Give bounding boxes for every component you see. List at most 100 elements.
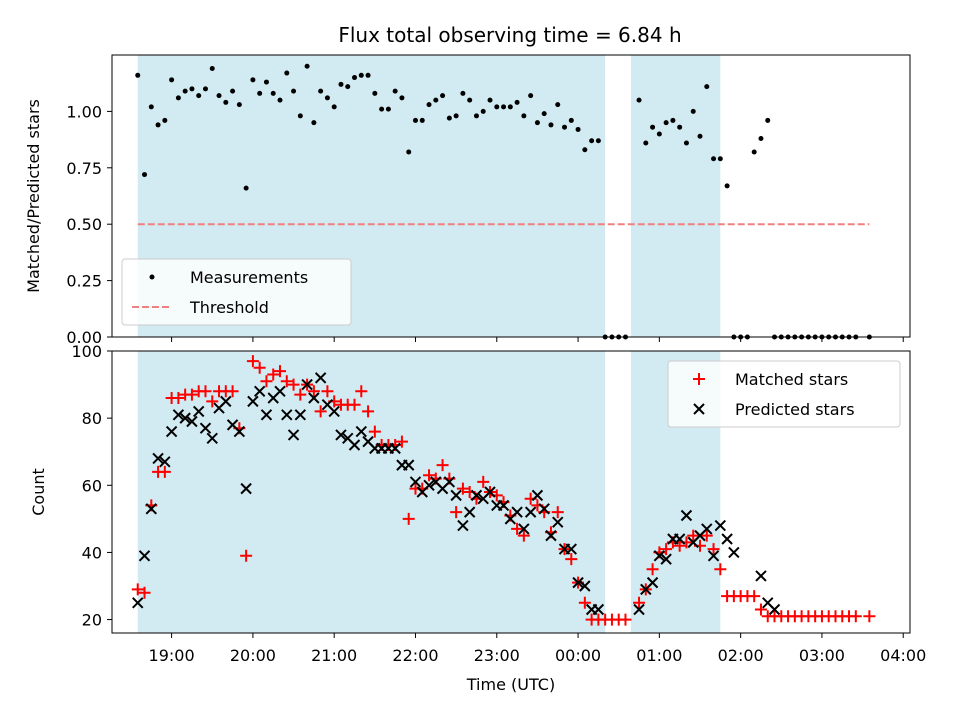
measurements-point: [643, 140, 649, 146]
bottom-legend: Matched stars Predicted stars: [667, 360, 901, 428]
predicted-stars-point: [518, 523, 530, 535]
measurements-point: [595, 138, 601, 144]
measurements-point: [223, 99, 229, 105]
bottom-legend-box: [667, 360, 901, 428]
measurements-point: [155, 122, 161, 128]
measurements-point: [683, 140, 689, 146]
matched-stars-point: [578, 596, 591, 609]
bottom-x-ticks: 19:00 20:00 21:00 22:00 23:00 00:00 01:00 02:00…: [149, 633, 926, 665]
top-axes-frame: [111, 54, 911, 338]
matched-stars-point: [660, 543, 673, 556]
matched-stars-point: [355, 385, 368, 398]
measurements-point: [175, 95, 181, 101]
x-tick-label: 21:00: [311, 646, 357, 665]
measurements-point: [433, 97, 439, 103]
predicted-stars-point: [253, 385, 266, 397]
predicted-stars-point: [755, 570, 767, 582]
measurements-point: [291, 88, 297, 94]
top-y-ticks: 0.00 0.25 0.50 0.75 1.00: [66, 102, 112, 347]
measurements-point: [562, 124, 568, 130]
top-x-ticks: [171, 337, 904, 342]
predicted-stars-point: [328, 405, 340, 418]
measurements-point: [677, 124, 683, 130]
measurements-point: [724, 183, 730, 189]
measurements-point: [575, 126, 581, 132]
predicted-stars-point: [193, 405, 205, 418]
measurements-point: [473, 113, 479, 119]
legend-predicted-marker: [693, 403, 705, 415]
predicted-stars-point: [443, 476, 456, 488]
predicted-stars-point: [673, 533, 686, 545]
predicted-stars-point: [335, 429, 347, 441]
predicted-stars-point: [260, 409, 273, 421]
x-tick-label: 20:00: [230, 646, 276, 665]
predicted-stars-point: [592, 603, 605, 616]
bottom-plot-marks: [131, 355, 876, 626]
matched-stars-point: [687, 529, 700, 542]
y-tick-label: 0.75: [66, 159, 102, 178]
matched-stars-point: [477, 475, 490, 488]
matched-stars-point: [321, 385, 334, 398]
matched-stars-point: [274, 365, 286, 378]
measurements-point: [243, 185, 249, 191]
measurements-point: [135, 72, 141, 78]
predicted-stars-point: [403, 459, 415, 471]
x-tick-label: 01:00: [636, 646, 682, 665]
matched-stars-point: [456, 482, 469, 495]
predicted-stars-point: [159, 456, 171, 468]
measurements-point: [426, 102, 432, 108]
predicted-stars-point: [206, 432, 218, 444]
measurements-point: [230, 88, 236, 94]
measurements-point: [297, 113, 303, 119]
matched-stars-point: [551, 506, 564, 519]
predicted-stars-point: [355, 425, 367, 438]
predicted-stars-point: [457, 519, 469, 532]
top-panel: 0.00 0.25 0.50 0.75 1.00 Matched/Predicted s…: [24, 54, 911, 347]
measurements-point: [656, 131, 662, 137]
predicted-stars-point: [308, 392, 320, 404]
predicted-stars-point: [186, 415, 198, 428]
legend-threshold-label: Threshold: [189, 298, 269, 317]
observing-window-2: [630, 55, 721, 337]
matched-stars-point: [314, 405, 327, 418]
measurements-point: [385, 106, 391, 112]
predicted-stars-point: [721, 533, 733, 545]
x-tick-label: 03:00: [799, 646, 845, 665]
observing-windows: [137, 351, 721, 633]
matched-stars-point: [673, 539, 686, 552]
y-tick-label: 0.25: [66, 272, 102, 291]
top-legend: Measurements Threshold: [121, 258, 352, 326]
measurements-point: [236, 102, 242, 108]
matched-stars-point: [226, 385, 239, 398]
predicted-stars-point: [132, 597, 144, 609]
chart-title: Flux total observing time = 6.84 h: [338, 23, 681, 47]
matched-stars-point: [707, 543, 720, 556]
measurements-point: [406, 149, 412, 155]
predicted-stars-point: [423, 479, 435, 491]
measurements-point: [324, 95, 330, 101]
predicted-stars-point: [565, 543, 577, 555]
matched-stars-point: [517, 529, 530, 542]
predicted-stars-point: [572, 576, 584, 589]
matched-stars-point: [307, 385, 320, 398]
predicted-stars-point: [233, 425, 246, 438]
predicted-stars-point: [274, 385, 286, 397]
x-tick-label: 00:00: [555, 646, 601, 665]
predicted-stars-point: [294, 409, 307, 421]
matched-stars-point: [362, 405, 375, 418]
measurements-point: [690, 108, 696, 114]
measurements-point: [284, 70, 290, 76]
y-tick-label: 0.50: [66, 215, 102, 234]
y-tick-label: 1.00: [66, 102, 102, 121]
x-tick-label: 22:00: [392, 646, 438, 665]
matched-stars-point: [172, 392, 185, 404]
measurements-point: [392, 88, 398, 94]
y-tick-label: 0.00: [66, 328, 102, 347]
matched-stars-point: [511, 522, 524, 535]
predicted-stars-point: [240, 482, 252, 495]
matched-stars-point: [450, 506, 463, 519]
measurements-point: [650, 124, 656, 130]
matched-stars-point: [633, 596, 646, 609]
y-tick-label: 40: [82, 543, 102, 562]
predicted-stars-point: [220, 395, 232, 408]
